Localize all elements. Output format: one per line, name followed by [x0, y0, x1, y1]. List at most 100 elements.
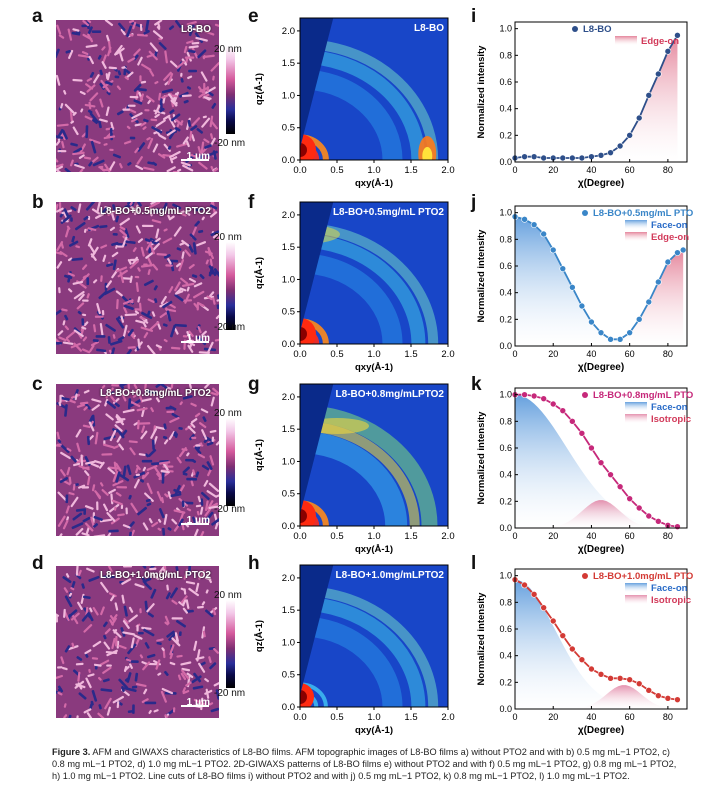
- x-tick-label: 80: [663, 531, 673, 541]
- afm-grain: [202, 416, 207, 422]
- y-axis-label: qz(Å-1): [254, 73, 265, 105]
- afm-grain: [121, 578, 132, 585]
- data-point: [616, 675, 624, 682]
- afm-grain: [122, 324, 128, 338]
- afm-grain: [105, 323, 116, 332]
- afm-grain: [75, 527, 84, 536]
- afm-grain: [86, 435, 91, 446]
- afm-grain: [92, 523, 99, 528]
- afm-grain: [203, 479, 209, 487]
- afm-grain: [126, 658, 132, 662]
- afm-grain: [83, 406, 88, 411]
- afm-grain: [190, 418, 198, 424]
- afm-grain: [209, 429, 217, 433]
- afm-grain: [79, 143, 86, 154]
- afm-grain: [207, 246, 211, 256]
- afm-grain: [165, 308, 177, 313]
- afm-grain: [187, 566, 192, 577]
- data-point: [540, 230, 547, 238]
- afm-grain: [160, 690, 167, 703]
- afm-grain: [116, 434, 123, 443]
- afm-grain: [122, 408, 135, 414]
- panel-letter-g: g: [248, 374, 260, 395]
- afm-grain: [91, 404, 100, 411]
- afm-grain: [109, 615, 116, 623]
- isotropic-fill: [515, 500, 687, 528]
- data-point: [521, 391, 528, 398]
- y-axis-label: Normalized intensity: [476, 45, 487, 139]
- afm-grain: [67, 288, 73, 293]
- afm-grain: [110, 121, 115, 130]
- afm-grain: [184, 293, 190, 304]
- afm-grain: [79, 90, 86, 95]
- x-axis-label: qxy(Å-1): [355, 362, 393, 373]
- afm-grain: [190, 125, 198, 131]
- afm-grain: [63, 608, 66, 618]
- afm-grain: [108, 66, 118, 70]
- afm-grain: [146, 344, 156, 354]
- data-point: [626, 676, 633, 683]
- afm-grain: [144, 582, 153, 591]
- afm-grain: [169, 587, 178, 599]
- afm-grain: [92, 607, 99, 616]
- afm-grain: [95, 213, 105, 219]
- afm-grain: [93, 663, 102, 667]
- afm-grain: [102, 54, 107, 64]
- legend-marker: [582, 573, 588, 579]
- afm-grain: [116, 85, 122, 91]
- afm-grain: [196, 605, 204, 609]
- afm-grain: [87, 215, 91, 220]
- afm-grain: [57, 439, 62, 444]
- afm-grain: [132, 331, 135, 337]
- afm-grain: [66, 516, 70, 521]
- afm-grain: [64, 595, 73, 608]
- data-point: [597, 152, 605, 159]
- afm-grain: [152, 242, 160, 251]
- x-axis-label: χ(Degree): [578, 725, 624, 736]
- afm-grain: [93, 324, 97, 333]
- x-tick-label: 40: [586, 349, 596, 359]
- data-point: [578, 430, 586, 437]
- afm-grain: [59, 476, 69, 484]
- afm-grain: [146, 603, 155, 613]
- afm-grain: [191, 459, 197, 464]
- afm-grain: [217, 294, 219, 300]
- afm-grain: [124, 228, 130, 239]
- afm-grain: [182, 607, 189, 614]
- afm-grain: [163, 254, 171, 259]
- y-tick-label: 0.5: [282, 307, 295, 318]
- afm-grain: [111, 499, 123, 506]
- afm-grain: [168, 25, 175, 31]
- afm-grain: [108, 349, 113, 354]
- afm-grain: [181, 239, 190, 247]
- afm-grain: [192, 27, 199, 32]
- x-tick-label: 0: [512, 165, 517, 175]
- afm-grain: [178, 259, 185, 272]
- afm-grain: [143, 263, 148, 266]
- afm-grain: [63, 89, 67, 95]
- afm-grain: [105, 86, 111, 93]
- afm-grain: [142, 661, 151, 671]
- giwaxs-pattern-e: L8-BO 0.0 0.5 1.0 1.5 2.0 0.0 0.5 1.0 1.5 2.0 qxy(Å…: [254, 17, 455, 189]
- afm-grain: [84, 115, 93, 121]
- afm-grain: [169, 324, 176, 338]
- afm-grain: [115, 415, 125, 426]
- afm-grain: [83, 228, 87, 233]
- scale-bar: [181, 705, 209, 707]
- data-point: [655, 70, 662, 78]
- afm-grain: [156, 638, 164, 642]
- afm-grain: [212, 150, 217, 160]
- afm-grain: [106, 532, 112, 536]
- afm-grain: [201, 601, 206, 606]
- afm-grain: [99, 322, 104, 336]
- afm-grain: [83, 389, 90, 394]
- afm-grain: [146, 255, 153, 267]
- afm-grain: [73, 462, 81, 467]
- afm-grain: [140, 121, 147, 127]
- afm-grain: [146, 482, 153, 495]
- afm-grain: [200, 71, 208, 82]
- afm-grain: [123, 306, 128, 314]
- data-point: [645, 687, 653, 694]
- afm-grain: [117, 70, 122, 76]
- afm-grain: [130, 660, 139, 664]
